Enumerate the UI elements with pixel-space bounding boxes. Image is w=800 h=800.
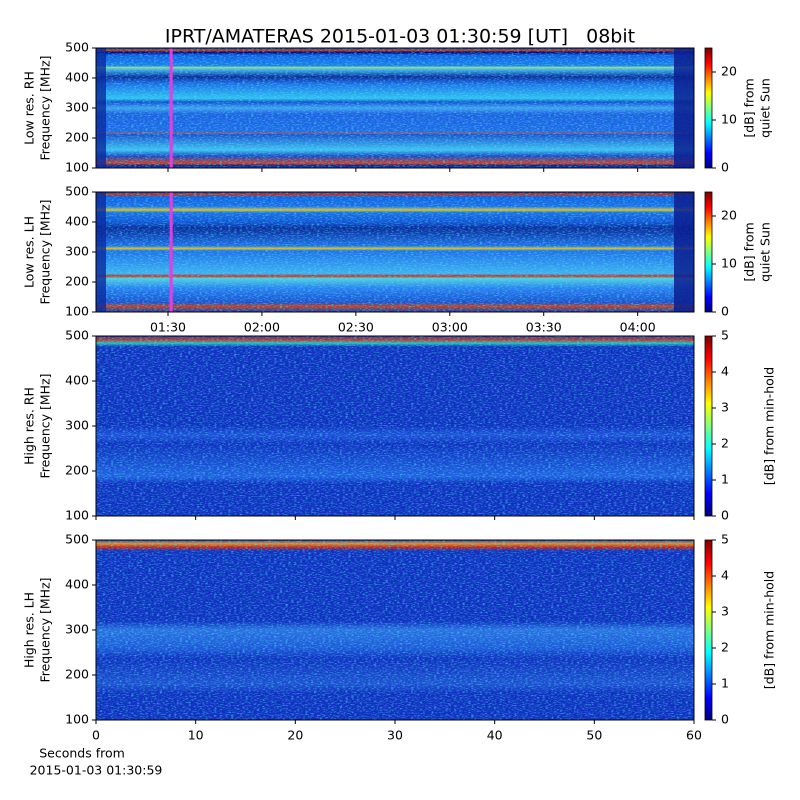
- colorbar: [704, 47, 713, 169]
- y-tick-label: 300: [65, 622, 89, 637]
- colorbar-tick-label: 0: [721, 508, 729, 523]
- x-tick-label: 02:00: [244, 320, 280, 335]
- colorbar: [704, 539, 713, 721]
- y-axis-label: Low res. RH: [22, 71, 37, 145]
- x-axis-label: Seconds from: [39, 746, 125, 761]
- x-tick-label: 0: [92, 728, 100, 743]
- colorbar-tick-label: 4: [721, 568, 729, 583]
- y-tick-label: 400: [65, 577, 89, 592]
- y-axis-label: Frequency [MHz]: [38, 373, 53, 478]
- y-tick-label: 100: [65, 712, 89, 727]
- colorbar-label: [dB] from: [742, 78, 757, 137]
- colorbar-tick-label: 1: [721, 472, 729, 487]
- y-tick-label: 100: [65, 304, 89, 319]
- colorbar: [704, 191, 713, 313]
- x-tick-label: 30: [387, 728, 403, 743]
- x-tick-label: 02:30: [338, 320, 374, 335]
- colorbar-tick-label: 3: [721, 604, 729, 619]
- y-axis-label: High res. RH: [22, 387, 37, 465]
- colorbar-label: [dB] from min-hold: [762, 571, 777, 689]
- colorbar-tick-label: 2: [721, 436, 729, 451]
- spectrogram-noise: [96, 48, 694, 168]
- colorbar-label: quiet Sun: [758, 78, 773, 138]
- edge-band: [674, 192, 694, 312]
- colorbar-tick-label: 10: [721, 112, 737, 127]
- colorbar-tick-label: 1: [721, 676, 729, 691]
- colorbar: [704, 335, 713, 517]
- y-axis-label: Frequency [MHz]: [38, 577, 53, 682]
- y-tick-label: 400: [65, 373, 89, 388]
- colorbar-tick-label: 0: [721, 160, 729, 175]
- y-tick-label: 200: [65, 274, 89, 289]
- y-axis-label: High res. LH: [22, 592, 37, 668]
- x-axis-label: 2015-01-03 01:30:59: [30, 763, 163, 778]
- y-axis-label: Frequency [MHz]: [38, 55, 53, 160]
- colorbar-tick-label: 0: [721, 304, 729, 319]
- x-tick-label: 40: [487, 728, 503, 743]
- x-tick-label: 50: [586, 728, 602, 743]
- colorbar-tick-label: 4: [721, 364, 729, 379]
- y-axis-label: Frequency [MHz]: [38, 199, 53, 304]
- y-tick-label: 500: [65, 532, 89, 547]
- y-tick-label: 500: [65, 184, 89, 199]
- y-axis-label: Low res. LH: [22, 216, 37, 288]
- y-tick-label: 100: [65, 160, 89, 175]
- colorbar-tick-label: 5: [721, 328, 729, 343]
- edge-band: [96, 48, 106, 168]
- x-tick-label: 01:30: [150, 320, 186, 335]
- x-tick-label: 60: [686, 728, 702, 743]
- y-tick-label: 300: [65, 418, 89, 433]
- y-tick-label: 300: [65, 244, 89, 259]
- y-tick-label: 200: [65, 463, 89, 478]
- x-tick-label: 03:00: [432, 320, 468, 335]
- y-tick-label: 100: [65, 508, 89, 523]
- edge-band: [674, 48, 694, 168]
- colorbar-label: quiet Sun: [758, 222, 773, 282]
- colorbar-tick-label: 20: [721, 64, 737, 79]
- y-tick-label: 200: [65, 130, 89, 145]
- y-tick-label: 300: [65, 100, 89, 115]
- y-tick-label: 500: [65, 40, 89, 55]
- x-tick-label: 03:30: [526, 320, 562, 335]
- spectrogram-noise: [96, 192, 694, 312]
- y-tick-label: 200: [65, 667, 89, 682]
- colorbar-tick-label: 5: [721, 532, 729, 547]
- edge-band: [96, 192, 106, 312]
- colorbar-tick-label: 20: [721, 208, 737, 223]
- spectrogram-noise: [96, 540, 694, 720]
- chart-title: IPRT/AMATERAS 2015-01-03 01:30:59 [UT] 0…: [165, 26, 635, 48]
- colorbar-tick-label: 3: [721, 400, 729, 415]
- x-tick-label: 10: [188, 728, 204, 743]
- x-tick-label: 04:00: [620, 320, 656, 335]
- colorbar-tick-label: 2: [721, 640, 729, 655]
- colorbar-tick-label: 10: [721, 256, 737, 271]
- colorbar-label: [dB] from: [742, 222, 757, 281]
- y-tick-label: 400: [65, 214, 89, 229]
- y-tick-label: 500: [65, 328, 89, 343]
- spectrogram-noise: [96, 336, 694, 516]
- y-tick-label: 400: [65, 70, 89, 85]
- x-tick-label: 20: [287, 728, 303, 743]
- colorbar-label: [dB] from min-hold: [762, 367, 777, 485]
- colorbar-tick-label: 0: [721, 712, 729, 727]
